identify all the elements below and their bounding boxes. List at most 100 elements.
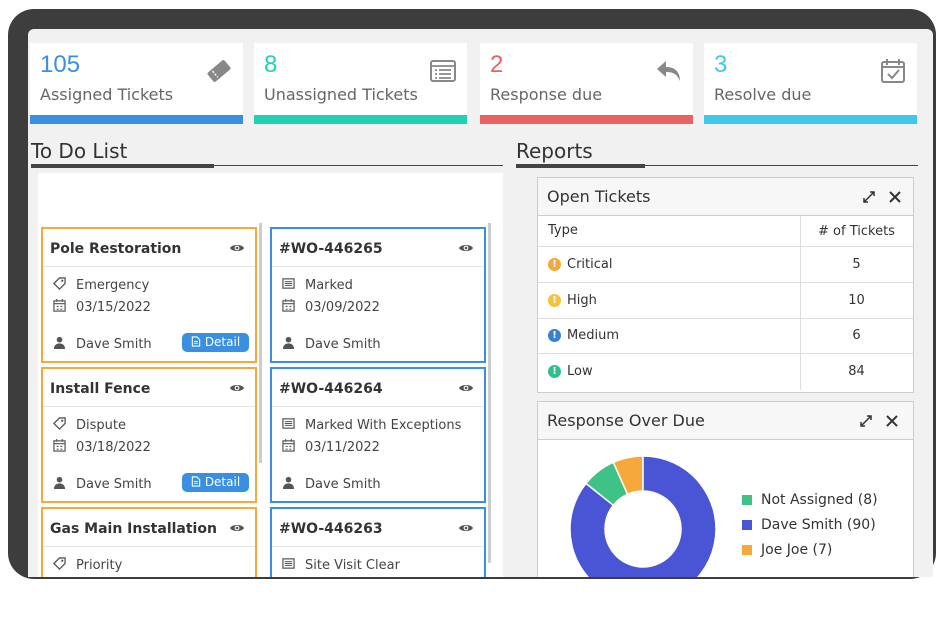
ticket-type-row: Dispute bbox=[53, 417, 126, 434]
progress-scrollbar[interactable] bbox=[488, 223, 491, 563]
legend-swatch bbox=[742, 545, 752, 555]
stat-number: 3 bbox=[714, 51, 728, 78]
stat-color-bar bbox=[30, 115, 243, 124]
pending-scrollbar[interactable] bbox=[259, 223, 262, 463]
card-divider bbox=[272, 266, 484, 267]
work-order-date: 03/11/2022 bbox=[305, 440, 380, 455]
work-order-date: 03/09/2022 bbox=[305, 300, 380, 315]
stat-number: 8 bbox=[264, 51, 278, 78]
user-icon bbox=[282, 476, 305, 493]
table-column-divider bbox=[800, 216, 801, 246]
detail-button[interactable]: Detail bbox=[182, 333, 249, 352]
legend-item[interactable]: Dave Smith (90) bbox=[742, 517, 876, 533]
card-divider bbox=[272, 406, 484, 407]
work-order-card[interactable]: #WO-446263 Site Visit Clear bbox=[270, 507, 486, 577]
todo-underline bbox=[31, 164, 214, 168]
work-order-header[interactable]: Work Order In Progress (7) bbox=[271, 180, 493, 218]
priority-type: Low bbox=[567, 363, 593, 379]
detail-label: Detail bbox=[204, 475, 241, 489]
ticket-title: Pole Restoration bbox=[50, 241, 182, 257]
pending-ticket-card[interactable]: Install Fence Dispute 03/18/2022 Dave Smit… bbox=[41, 367, 257, 503]
priority-type: Medium bbox=[567, 328, 619, 343]
work-order-status: Site Visit Clear bbox=[305, 558, 400, 573]
work-order-user: Dave Smith bbox=[305, 337, 381, 352]
stat-number: 105 bbox=[40, 51, 81, 78]
ticket-type: Dispute bbox=[76, 418, 126, 433]
legend-item[interactable]: Not Assigned (8) bbox=[742, 492, 878, 508]
tag-icon bbox=[53, 277, 76, 294]
pending-ticket-card[interactable]: Pole Restoration Emergency 03/15/2022 Dave… bbox=[41, 227, 257, 363]
table-column-divider bbox=[800, 282, 801, 318]
pending-tickets-label: Pending Tickets (8) bbox=[49, 190, 192, 208]
list-icon bbox=[282, 557, 305, 574]
stat-label: Assigned Tickets bbox=[40, 85, 174, 104]
work-order-title: #WO-446263 bbox=[279, 521, 383, 537]
card-divider bbox=[43, 266, 255, 267]
todo-title: To Do List bbox=[31, 139, 128, 163]
col-type-header: Type bbox=[548, 223, 578, 238]
work-order-card[interactable]: #WO-446265 Marked 03/09/2022 Dave Smith bbox=[270, 227, 486, 363]
calendar-icon bbox=[53, 439, 76, 456]
legend-item[interactable]: Joe Joe (7) bbox=[742, 542, 832, 558]
close-icon[interactable] bbox=[888, 190, 902, 204]
legend-label: Dave Smith (90) bbox=[761, 517, 876, 533]
detail-button[interactable]: Detail bbox=[182, 473, 249, 492]
table-header-row: Type # of Tickets bbox=[538, 216, 913, 247]
card-divider bbox=[43, 406, 255, 407]
sort-icon[interactable] bbox=[473, 192, 487, 208]
work-order-user-row: Dave Smith bbox=[282, 476, 381, 493]
stat-card-response-due[interactable]: 2 Response due bbox=[480, 43, 693, 124]
table-column-divider bbox=[800, 318, 801, 353]
pending-tickets-header[interactable]: Pending Tickets (8) bbox=[41, 180, 263, 218]
response-overdue-title: Response Over Due bbox=[547, 411, 705, 430]
open-tickets-title: Open Tickets bbox=[547, 187, 651, 206]
pending-ticket-card[interactable]: Gas Main Installation Priority bbox=[41, 507, 257, 577]
ticket-type: Emergency bbox=[76, 278, 150, 293]
donut-slice-dave-smith[interactable] bbox=[569, 455, 717, 577]
user-icon bbox=[53, 476, 76, 493]
legend-swatch bbox=[742, 520, 752, 530]
ticket-count: 10 bbox=[848, 292, 865, 308]
alert-icon: ! bbox=[548, 364, 561, 378]
list-icon bbox=[282, 277, 305, 294]
work-order-status-row: Marked bbox=[282, 277, 353, 294]
work-order-title: #WO-446264 bbox=[279, 381, 383, 397]
work-order-label: Work Order In Progress (7) bbox=[279, 190, 478, 208]
reports-divider bbox=[516, 165, 918, 166]
legend-label: Joe Joe (7) bbox=[761, 542, 833, 558]
ticket-title: Gas Main Installation bbox=[50, 521, 217, 537]
stat-card-resolve-due[interactable]: 3 Resolve due bbox=[704, 43, 917, 124]
stat-card-unassigned-tickets[interactable]: 8 Unassigned Tickets bbox=[254, 43, 467, 124]
card-divider bbox=[272, 546, 484, 547]
ticket-user-row: Dave Smith bbox=[53, 476, 152, 493]
response-overdue-panel: Response Over Due Not Assigned (8) Dave S… bbox=[537, 401, 914, 577]
reports-title: Reports bbox=[516, 139, 593, 163]
close-icon[interactable] bbox=[885, 414, 899, 428]
ticket-user: Dave Smith bbox=[76, 337, 152, 352]
ticket-type-row: Emergency bbox=[53, 277, 149, 294]
card-divider bbox=[43, 546, 255, 547]
tag-icon bbox=[53, 557, 76, 574]
legend-swatch bbox=[742, 495, 752, 505]
priority-type-cell: ! Critical bbox=[548, 257, 612, 272]
legend-label: Not Assigned (8) bbox=[761, 492, 878, 508]
work-order-card[interactable]: #WO-446264 Marked With Exceptions 03/11/2… bbox=[270, 367, 486, 503]
priority-type-cell: ! Medium bbox=[548, 328, 619, 343]
stat-label: Response due bbox=[490, 85, 603, 104]
alert-icon: ! bbox=[548, 258, 561, 271]
ticket-priority-row: ! Low 84 bbox=[538, 353, 913, 390]
priority-type: Critical bbox=[567, 257, 613, 272]
priority-type: High bbox=[567, 292, 597, 308]
stat-card-assigned-tickets[interactable]: 105 Assigned Tickets bbox=[30, 43, 243, 124]
work-order-date-row: 03/11/2022 bbox=[282, 439, 380, 456]
ticket-count: 6 bbox=[852, 328, 861, 343]
calendar-icon bbox=[53, 299, 76, 316]
tag-icon bbox=[53, 417, 76, 434]
stat-color-bar bbox=[480, 115, 693, 124]
sort-icon[interactable] bbox=[243, 192, 257, 208]
ticket-date: 03/15/2022 bbox=[76, 300, 151, 315]
stat-color-bar bbox=[254, 115, 467, 124]
expand-icon[interactable] bbox=[862, 190, 876, 204]
expand-icon[interactable] bbox=[859, 414, 873, 428]
reports-underline bbox=[516, 164, 645, 168]
